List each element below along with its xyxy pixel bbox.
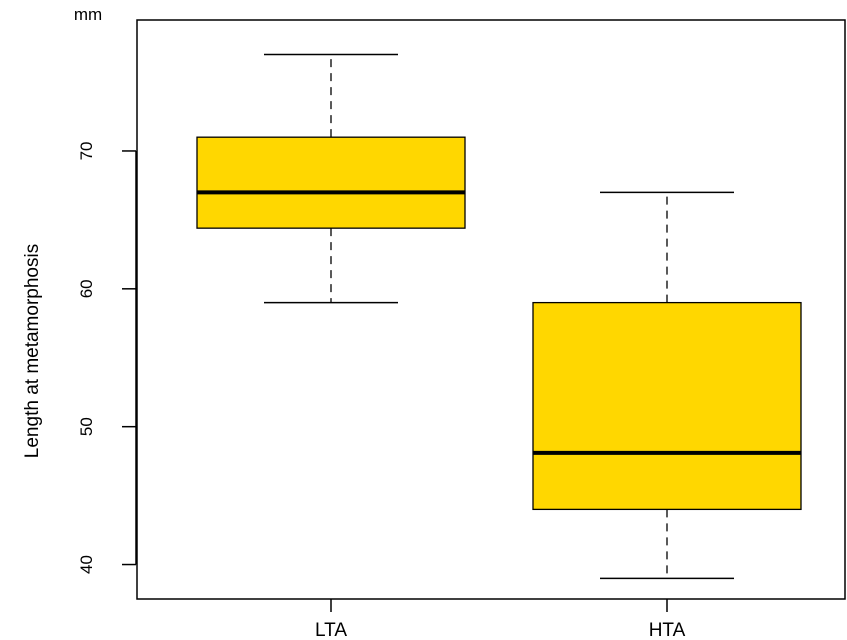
unit-label: mm [74, 5, 102, 24]
iqr-box [532, 301, 802, 511]
boxes-group [196, 53, 802, 580]
y-tick-label: 40 [77, 555, 96, 574]
y-axis: 40 50 60 70 [77, 142, 137, 574]
iqr-box [196, 136, 466, 229]
y-tick-label: 70 [77, 142, 96, 161]
box-hta [532, 191, 802, 580]
x-tick-label: LTA [315, 620, 347, 640]
plot-frame [136, 19, 846, 600]
box-lta [196, 53, 466, 304]
x-tick-label: HTA [649, 620, 686, 640]
y-tick-label: 50 [77, 417, 96, 436]
x-axis: LTA HTA [315, 599, 686, 640]
y-tick-label: 60 [77, 279, 96, 298]
y-axis-label: Length at metamorphosis [22, 244, 43, 458]
